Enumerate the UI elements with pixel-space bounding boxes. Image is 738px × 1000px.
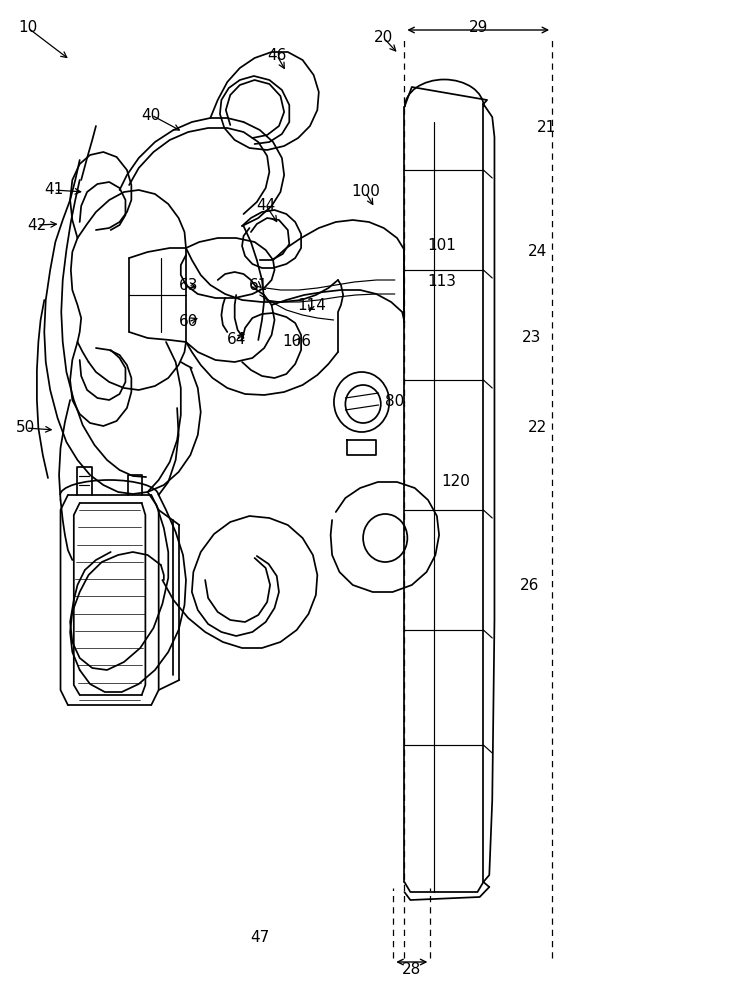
Text: 114: 114 [297,298,326,312]
Text: 22: 22 [528,420,547,436]
Text: 80: 80 [385,394,404,410]
Text: 23: 23 [522,330,541,346]
Text: 106: 106 [282,334,311,350]
Text: 10: 10 [18,20,38,35]
Text: 100: 100 [351,184,380,200]
Text: 21: 21 [537,120,556,135]
Text: 63: 63 [179,277,198,292]
Text: 20: 20 [374,30,393,45]
Text: 101: 101 [427,237,456,252]
Text: 113: 113 [427,274,456,290]
Text: 26: 26 [520,578,539,592]
Text: 60: 60 [179,314,198,330]
Text: 29: 29 [469,20,488,35]
Text: 61: 61 [249,277,268,292]
Text: 64: 64 [227,332,246,348]
Text: 41: 41 [44,182,63,198]
Text: 50: 50 [16,420,35,436]
Text: 46: 46 [267,47,286,62]
Text: 24: 24 [528,244,547,259]
Text: 44: 44 [256,198,275,213]
Text: 42: 42 [27,218,46,232]
Text: 120: 120 [441,475,471,489]
Text: 40: 40 [142,107,161,122]
Text: 28: 28 [402,962,421,978]
Text: 47: 47 [250,930,269,946]
